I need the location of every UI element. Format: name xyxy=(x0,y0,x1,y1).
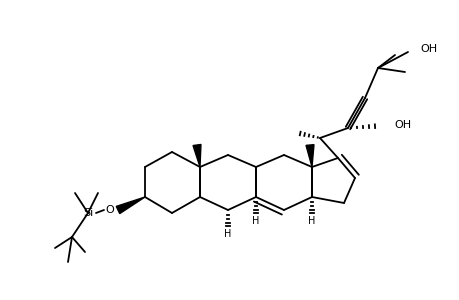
Text: H: H xyxy=(224,229,231,239)
Text: OH: OH xyxy=(419,44,436,54)
Polygon shape xyxy=(193,145,201,167)
Text: H: H xyxy=(252,216,259,226)
Text: Si: Si xyxy=(83,208,93,218)
Polygon shape xyxy=(116,197,145,214)
Text: OH: OH xyxy=(393,120,410,130)
Text: O: O xyxy=(106,205,114,215)
Polygon shape xyxy=(305,145,313,167)
Text: H: H xyxy=(308,216,315,226)
